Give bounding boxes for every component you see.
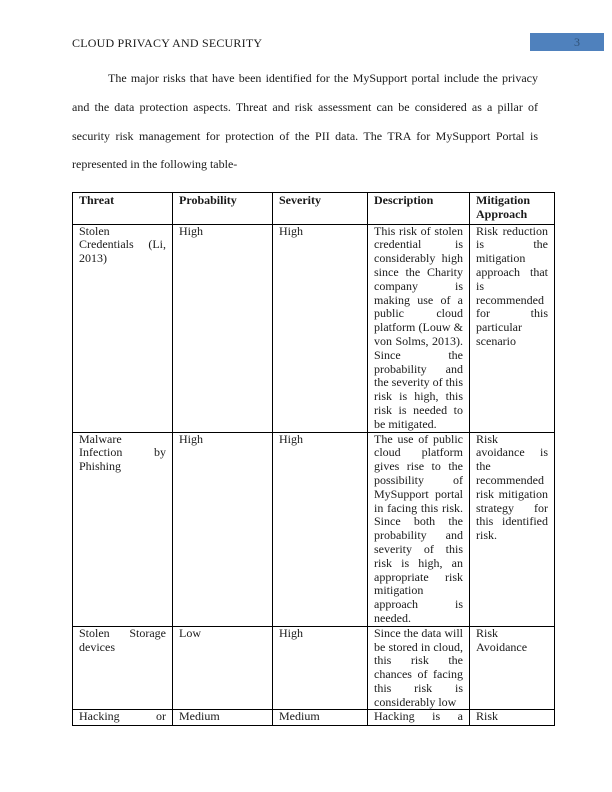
cell-probability: High [172, 431, 273, 627]
cell-description: Since the data will be stored in cloud, … [367, 625, 470, 711]
page-number-bar: 3 [530, 33, 604, 51]
table-row: Stolen Storage devices Low High Since the d… [72, 625, 555, 711]
cell-threat: Hacking or [72, 709, 173, 727]
cell-threat: Stolen Storage devices [72, 625, 173, 711]
paragraph-line: security risk management for protection … [72, 128, 538, 143]
cell-threat: Malware Infection by Phishing [72, 431, 173, 627]
risk-assessment-table: Threat Probability Severity Description Miti… [72, 192, 555, 727]
paragraph-line: represented in the following table- [72, 157, 238, 172]
cell-severity: High [272, 223, 368, 433]
table-row: Malware Infection by Phishing High High The… [72, 431, 555, 627]
cell-mitigation: Risk Avoidance [469, 625, 555, 711]
cell-severity: Medium [272, 709, 368, 727]
running-head-title: CLOUD PRIVACY AND SECURITY [72, 36, 263, 50]
paragraph-line: The major risks that have been identifie… [108, 71, 538, 85]
table-row: Stolen Credentials (Li, 2013) High High Thi… [72, 223, 555, 433]
cell-threat: Stolen Credentials (Li, 2013) [72, 223, 173, 433]
cell-mitigation: Risk reduction is the mitigation approac… [469, 223, 555, 433]
cell-description: The use of public cloud platform gives r… [367, 431, 470, 627]
page-number: 3 [574, 35, 580, 49]
column-header: Probability [172, 192, 273, 225]
cell-severity: High [272, 431, 368, 627]
column-header: Mitigation Approach [469, 192, 555, 225]
cell-probability: High [172, 223, 273, 433]
cell-probability: Low [172, 625, 273, 711]
cell-description: Hacking is a [367, 709, 470, 727]
paragraph-line: and the data protection aspects. Threat … [72, 99, 538, 114]
cell-mitigation: Risk [469, 709, 555, 727]
column-header: Description [367, 192, 470, 225]
column-header: Severity [272, 192, 368, 225]
table-row: Hacking or Medium Medium Hacking is a Risk [72, 709, 555, 727]
cell-mitigation: Risk avoidance is the recommended risk m… [469, 431, 555, 627]
cell-severity: High [272, 625, 368, 711]
table-body: Stolen Credentials (Li, 2013) High High Thi… [72, 223, 555, 727]
cell-description: This risk of stolen credential is consid… [367, 223, 470, 433]
table-header-row: Threat Probability Severity Description Miti… [72, 192, 555, 225]
cell-probability: Medium [172, 709, 273, 727]
column-header: Threat [72, 192, 173, 225]
body-paragraph: The major risks that have been identifie… [72, 64, 538, 179]
